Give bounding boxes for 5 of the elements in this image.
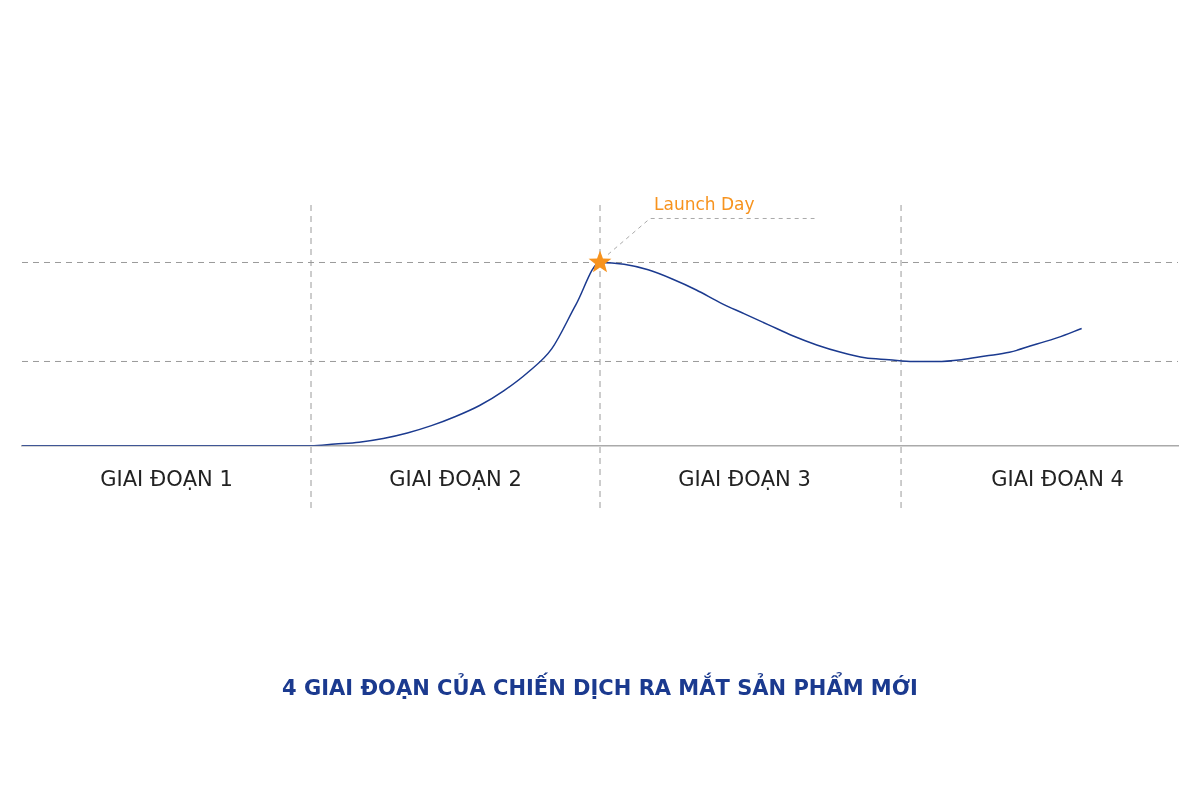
- x-tick-label: GIAI ĐOẠN 2: [389, 466, 522, 491]
- x-tick-label: GIAI ĐOẠN 1: [100, 466, 233, 491]
- text: Launch Day: [654, 194, 755, 215]
- x-tick-label: GIAI ĐOẠN 4: [991, 466, 1124, 491]
- x-tick-label: GIAI ĐOẠN 3: [678, 466, 811, 491]
